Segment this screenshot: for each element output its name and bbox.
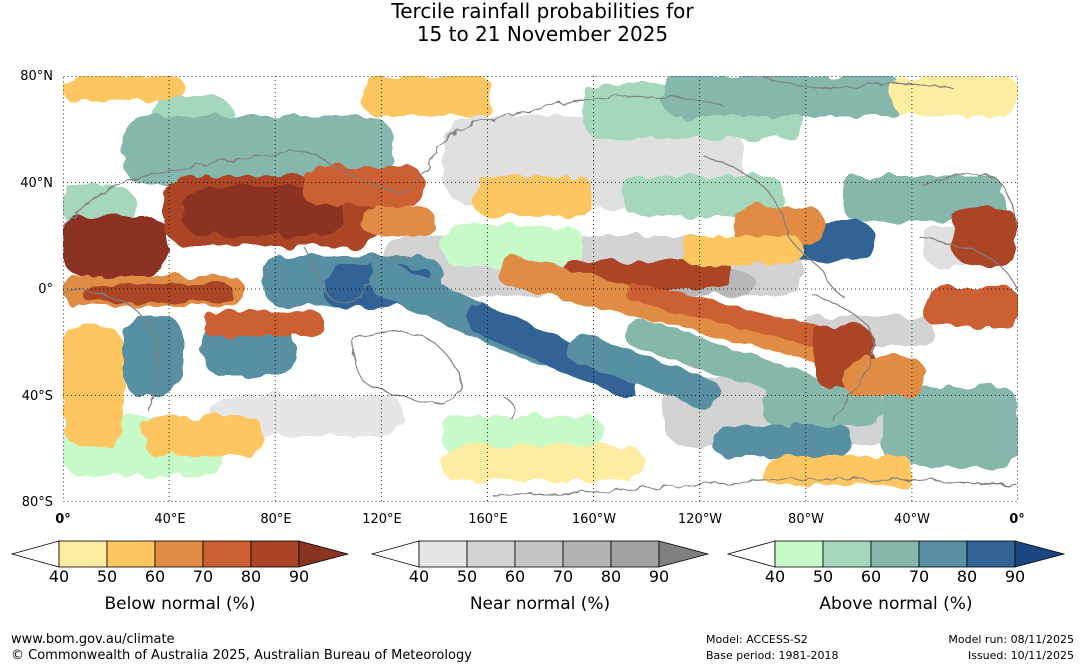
above-cell-4 xyxy=(918,540,968,568)
below-cell-2 xyxy=(106,540,156,568)
above-tick-60: 60 xyxy=(860,567,882,586)
below-cell-0 xyxy=(11,540,60,568)
website-text: www.bom.gov.au/climate xyxy=(11,632,175,647)
lon-label-160e: 160°E xyxy=(468,512,508,527)
model-text: Model: ACCESS-S2 xyxy=(706,633,808,646)
above-tick-70: 70 xyxy=(908,567,930,586)
rainfall-probability-map xyxy=(63,76,1018,502)
title-line-1: Tercile rainfall probabilities for xyxy=(391,0,694,23)
above-cell-5 xyxy=(966,540,1016,568)
issued-text: Issued: 10/11/2025 xyxy=(967,649,1074,662)
probability-field xyxy=(63,76,1018,486)
near-tick-40: 40 xyxy=(408,567,430,586)
below-cell-3 xyxy=(154,540,204,568)
base-period-text: Base period: 1981-2018 xyxy=(706,649,839,662)
below-normal-colorbar-svg xyxy=(11,540,349,568)
below-tick-80: 80 xyxy=(240,567,262,586)
coastlines xyxy=(63,76,1018,497)
below-cell-1 xyxy=(58,540,108,568)
below-normal-title: Below normal (%) xyxy=(104,594,256,614)
lon-label-0-east: 0° xyxy=(1009,512,1025,527)
above-normal-title: Above normal (%) xyxy=(819,594,973,614)
near-tick-60: 60 xyxy=(504,567,526,586)
near-normal-colorbar-svg xyxy=(371,540,709,568)
above-tick-50: 50 xyxy=(812,567,834,586)
above-cell-2 xyxy=(822,540,872,568)
below-tick-90: 90 xyxy=(288,567,310,586)
near-cell-1 xyxy=(418,540,468,568)
lat-label-80n: 80°N xyxy=(20,69,53,84)
lon-label-80w: 80°W xyxy=(788,512,824,527)
below-tick-50: 50 xyxy=(96,567,118,586)
near-cell-4 xyxy=(562,540,612,568)
title-line-2: 15 to 21 November 2025 xyxy=(416,22,669,46)
lon-label-80e: 80°E xyxy=(260,512,292,527)
lat-label-40n: 40°N xyxy=(20,176,53,191)
near-tick-70: 70 xyxy=(552,567,574,586)
near-normal-title: Near normal (%) xyxy=(469,594,611,614)
above-tick-90: 90 xyxy=(1004,567,1026,586)
graticule xyxy=(63,76,1018,502)
below-tick-60: 60 xyxy=(144,567,166,586)
below-tick-70: 70 xyxy=(192,567,214,586)
above-cell-3 xyxy=(870,540,920,568)
lon-label-40e: 40°E xyxy=(154,512,186,527)
above-normal-colorbar xyxy=(727,540,1065,568)
lat-label-40s: 40°S xyxy=(21,389,53,404)
above-tick-40: 40 xyxy=(764,567,786,586)
near-tick-50: 50 xyxy=(456,567,478,586)
near-cell-0 xyxy=(371,540,420,568)
near-tick-90: 90 xyxy=(648,567,670,586)
near-cell-5 xyxy=(610,540,660,568)
copyright-text: © Commonwealth of Australia 2025, Austra… xyxy=(11,648,472,663)
map-title: Tercile rainfall probabilities for 15 to… xyxy=(0,0,1085,46)
above-normal-colorbar-svg xyxy=(727,540,1065,568)
near-cell-3 xyxy=(514,540,564,568)
lat-label-eq: 0° xyxy=(38,282,53,297)
above-cell-6 xyxy=(1014,540,1065,568)
near-cell-6 xyxy=(658,540,709,568)
map-svg xyxy=(63,76,1018,502)
below-cell-4 xyxy=(202,540,252,568)
above-cell-1 xyxy=(774,540,824,568)
lon-label-120w: 120°W xyxy=(677,512,723,527)
lon-label-160w: 160°W xyxy=(571,512,617,527)
lon-label-40w: 40°W xyxy=(894,512,930,527)
near-cell-2 xyxy=(466,540,516,568)
above-tick-80: 80 xyxy=(956,567,978,586)
lon-label-120e: 120°E xyxy=(362,512,402,527)
below-cell-6 xyxy=(298,540,349,568)
below-normal-colorbar xyxy=(11,540,349,568)
near-tick-80: 80 xyxy=(600,567,622,586)
near-normal-colorbar xyxy=(371,540,709,568)
below-cell-5 xyxy=(250,540,300,568)
lat-label-80s: 80°S xyxy=(21,495,53,510)
above-cell-0 xyxy=(727,540,776,568)
below-tick-40: 40 xyxy=(48,567,70,586)
lon-label-0: 0° xyxy=(55,512,71,527)
model-run-text: Model run: 08/11/2025 xyxy=(948,633,1074,646)
